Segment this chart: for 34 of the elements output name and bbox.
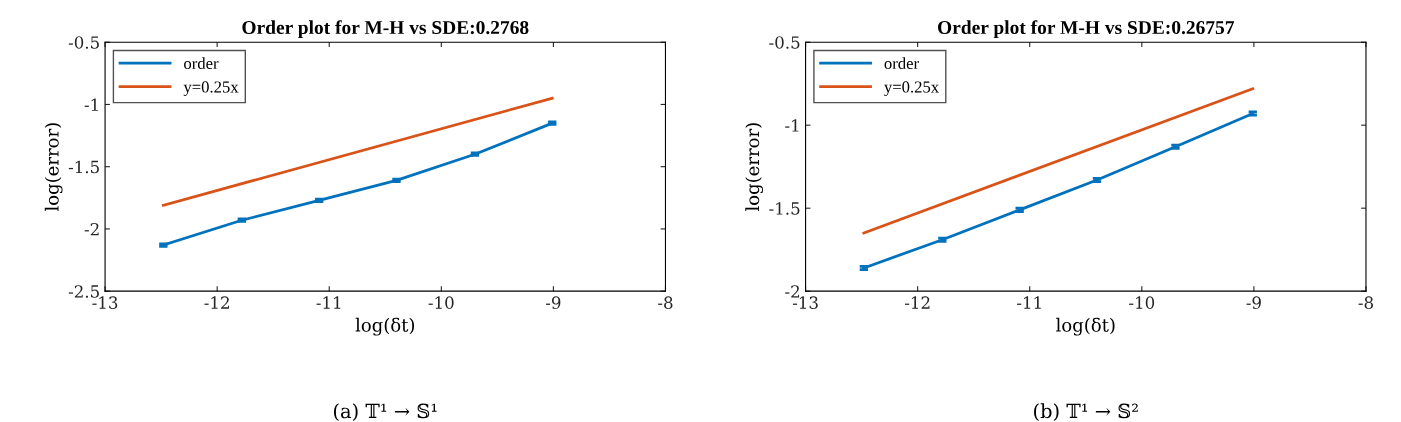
y-tick-label: -2 [84, 222, 99, 236]
x-tick-label: -11 [1017, 296, 1041, 309]
y-tick-label: -2 [785, 285, 800, 298]
x-axis-title: log(δt) [355, 317, 415, 336]
y-tick-label: -0.5 [68, 36, 99, 49]
x-tick-label: -10 [428, 296, 454, 309]
legend-label: y=0.25x [884, 81, 939, 97]
y-axis-title: log(error) [745, 123, 764, 212]
y-tick-label: -2.5 [68, 285, 99, 298]
line-series [862, 112, 1255, 270]
x-tick-label: -8 [658, 296, 673, 309]
y-tick-label: -1 [84, 98, 98, 111]
x-tick-label: -13 [92, 296, 118, 309]
x-tick-label: -12 [204, 296, 229, 309]
y-axis-title: log(error) [44, 123, 63, 212]
legend-label: order [184, 57, 219, 70]
chart-title: Order plot for M-H vs SDE:0.2768 [242, 20, 529, 39]
x-tick-label: -9 [1246, 296, 1261, 309]
legend-label: y=0.25x [183, 81, 239, 97]
x-tick-label: -11 [316, 296, 341, 309]
x-tick-label: -13 [792, 296, 818, 309]
chart-title: Order plot for M-H vs SDE:0.26757 [938, 20, 1235, 39]
y-tick-label: -0.5 [769, 36, 800, 49]
y-tick-label: -1.5 [68, 160, 99, 174]
y-tick-label: -1.5 [769, 202, 800, 215]
x-tick-label: -9 [546, 296, 561, 309]
text: (b) 𝕋¹ → 𝕊² [1034, 403, 1138, 422]
x-axis-title: log(δt) [1056, 317, 1115, 336]
x-tick-label: -8 [1358, 296, 1373, 309]
x-tick-label: -10 [1129, 296, 1155, 309]
x-tick-label: -12 [904, 296, 930, 309]
text: (a) 𝕋¹ → 𝕊¹ [333, 403, 437, 422]
y-tick-label: -1 [785, 119, 799, 132]
legend-label: order [884, 57, 919, 70]
